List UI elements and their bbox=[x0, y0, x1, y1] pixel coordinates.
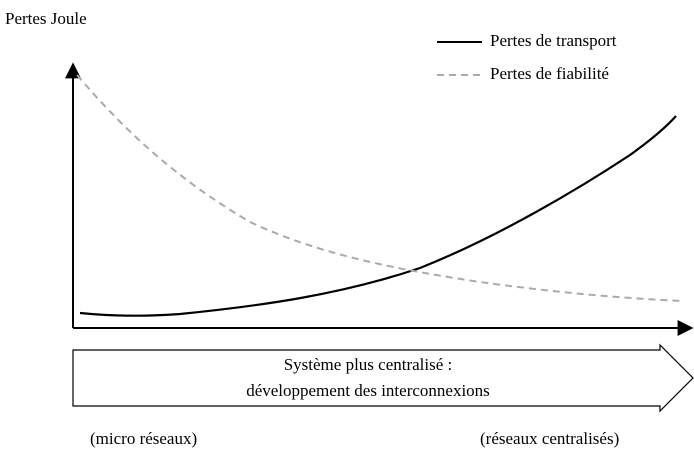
legend-label: Pertes de fiabilité bbox=[490, 64, 609, 83]
x-label-left: (micro réseaux) bbox=[90, 429, 197, 448]
arrow-text: développement des interconnexions bbox=[246, 381, 490, 400]
legend-label: Pertes de transport bbox=[490, 31, 617, 50]
centralization-arrow bbox=[72, 343, 694, 413]
reliability-curve bbox=[76, 74, 683, 302]
y-axis-label: Pertes Joule bbox=[5, 9, 87, 28]
transport-curve bbox=[79, 115, 677, 317]
x-label-right: (réseaux centralisés) bbox=[480, 429, 619, 448]
arrow-text: Système plus centralisé : bbox=[284, 355, 453, 374]
